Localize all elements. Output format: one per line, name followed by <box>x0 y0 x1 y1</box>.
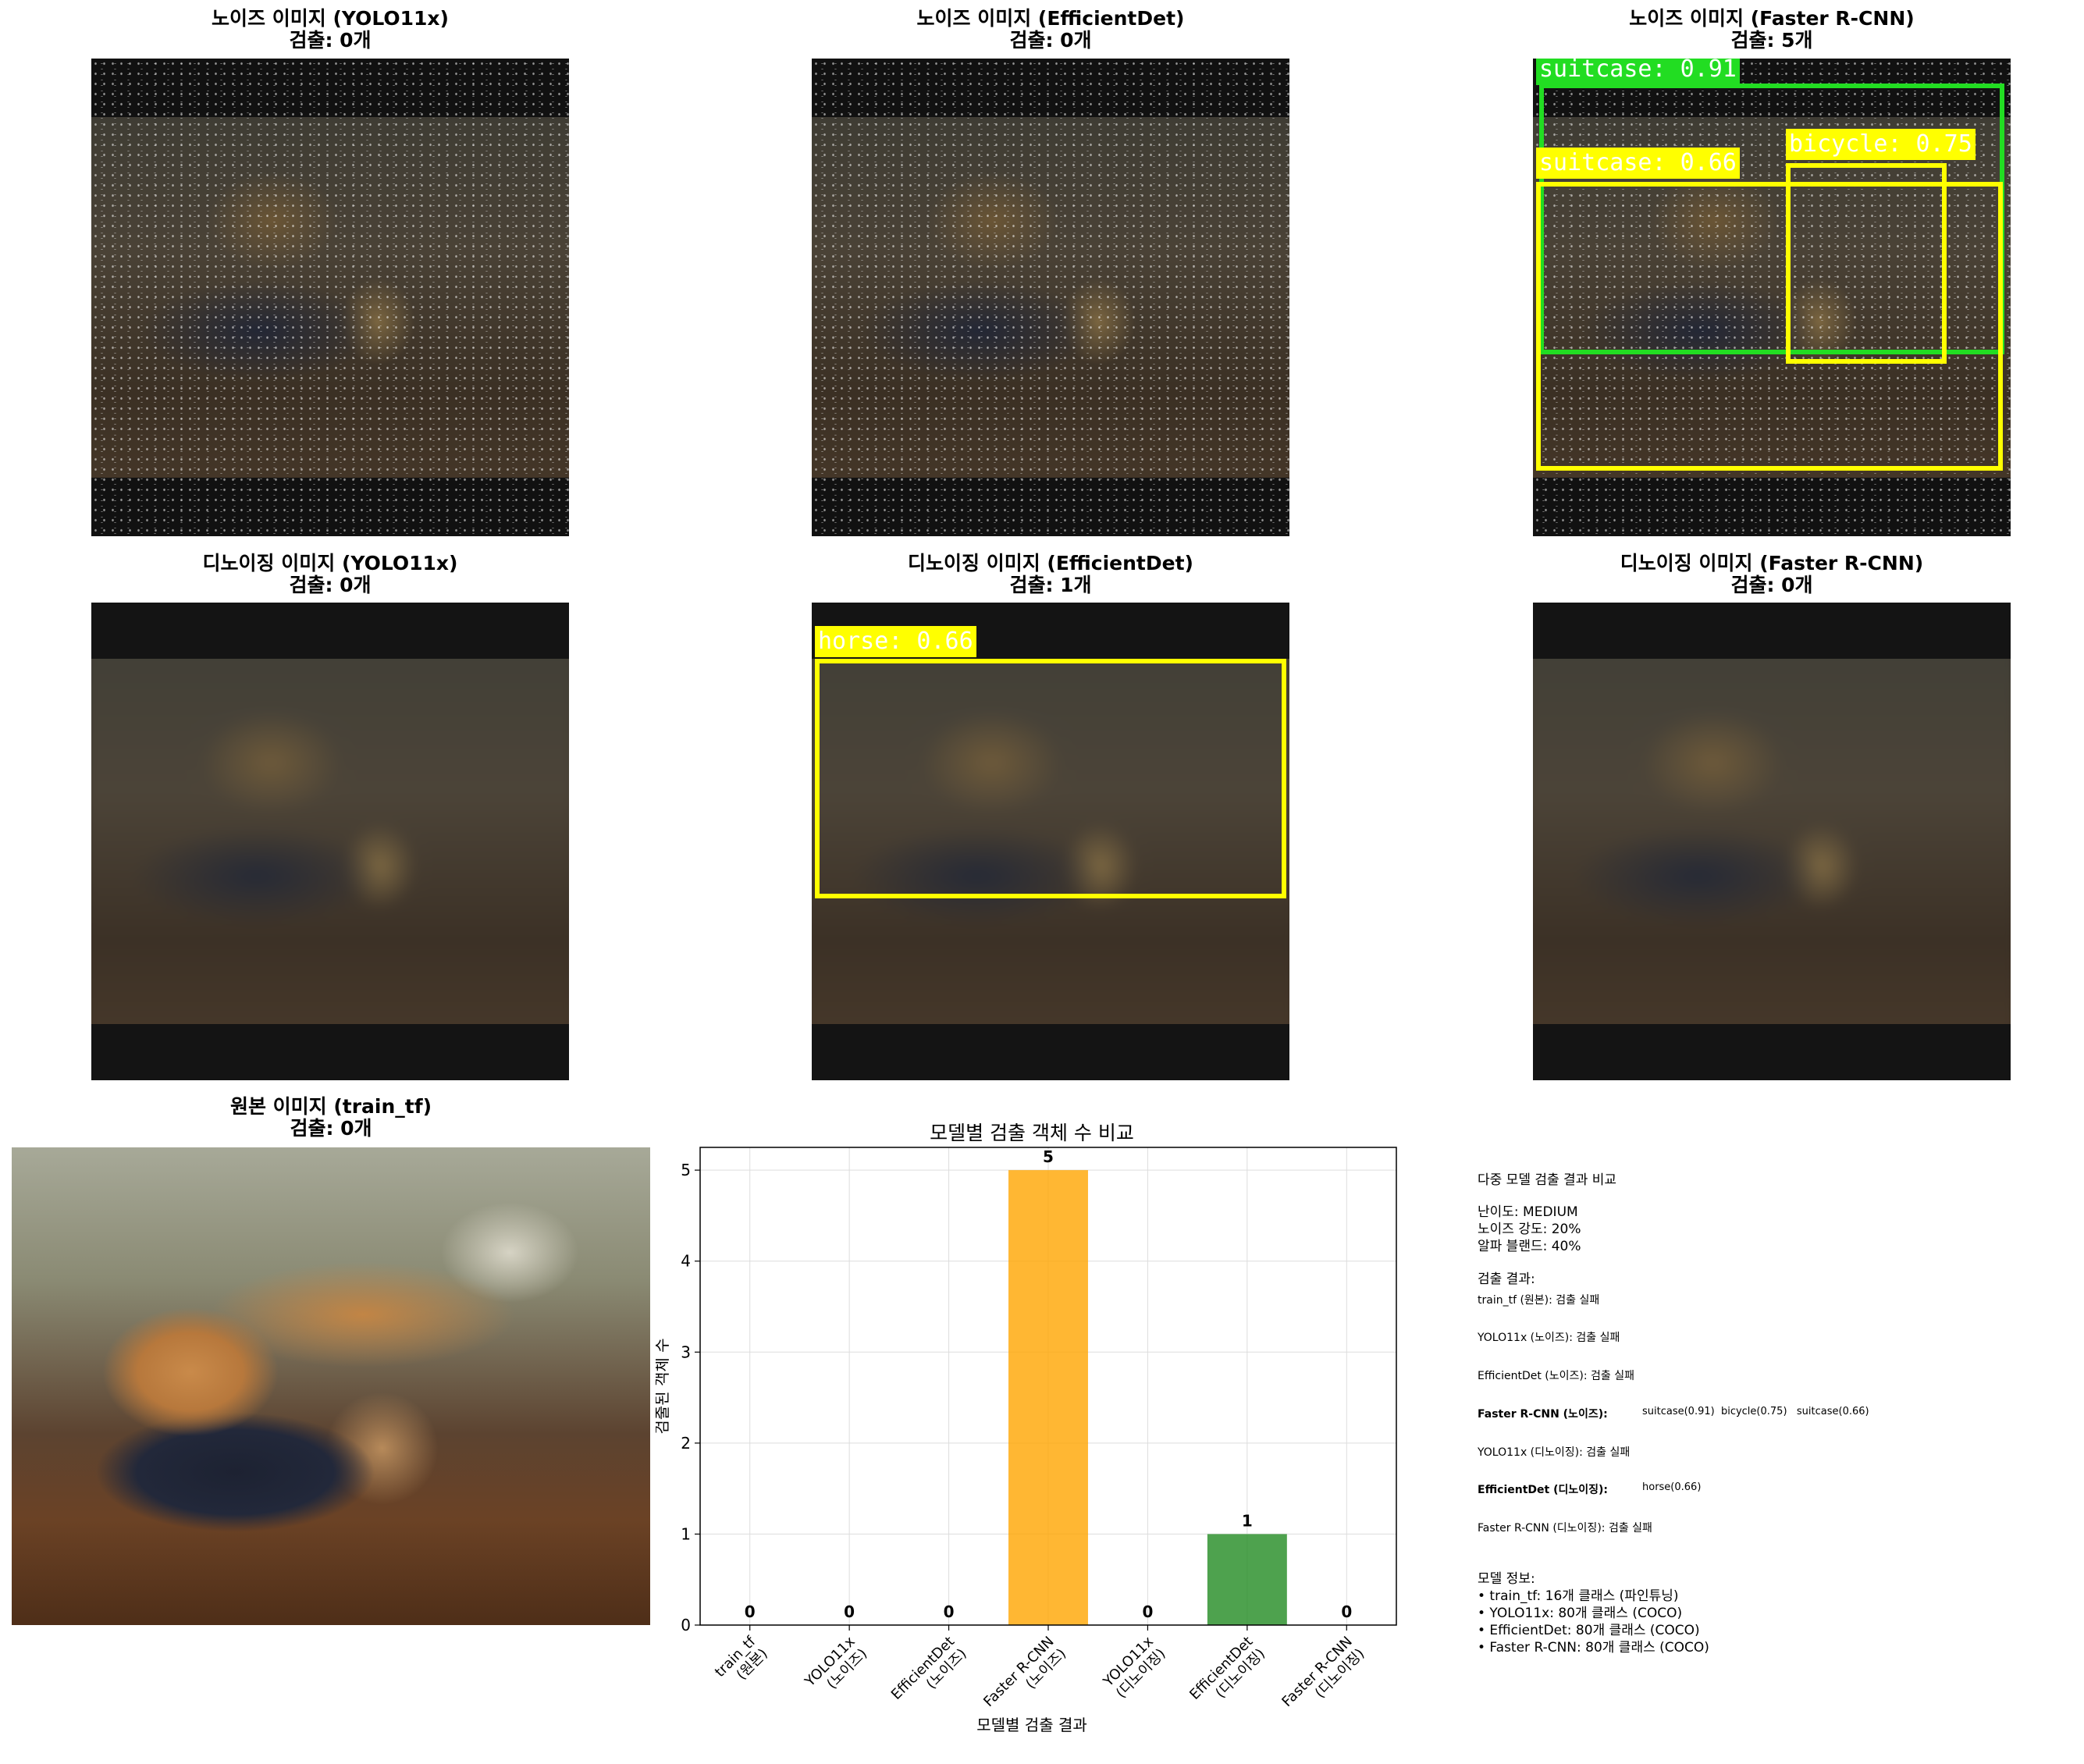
detection-box-bicycle-075 <box>1786 163 1947 364</box>
detection-label-suitcase-066: suitcase: 0.66 <box>1536 148 1740 179</box>
bar-value-label-3: 5 <box>1043 1147 1054 1166</box>
bar-3 <box>1008 1170 1088 1625</box>
info-result-6-label: EfficientDet (디노이징): <box>1478 1484 1609 1496</box>
original-image <box>12 1147 650 1625</box>
bar-chart: 0 1 2 3 4 5 0 0 0 5 0 1 0 train_tf(원본) YOLO11x(노이즈) Eff… <box>656 1147 1397 1710</box>
info-result-1: train_tf (원본): 검출 실패 <box>1478 1294 1600 1307</box>
x-tick-label-1: YOLO11x(노이즈) <box>802 1633 871 1692</box>
detection-box-suitcase-066 <box>1536 182 2003 471</box>
chart-title: 모델별 검출 객체 수 비교 <box>930 1122 1134 1144</box>
bar-value-label-5: 1 <box>1242 1511 1253 1530</box>
bar-value-label-0: 0 <box>745 1602 756 1621</box>
panel-title-noise-effdet: 노이즈 이미지 (EfficientDet) 검출: 0개 <box>916 7 1185 52</box>
y-tick-label-4: 4 <box>681 1252 691 1271</box>
bar-5 <box>1207 1534 1287 1625</box>
cat-scene-blurred <box>91 603 569 1080</box>
cat-scene-blurred <box>812 603 1289 1080</box>
y-tick-label-3: 3 <box>681 1343 691 1361</box>
info-model-heading: 모델 정보: <box>1478 1571 1535 1587</box>
bar-value-label-2: 0 <box>944 1602 955 1621</box>
info-model-2: • YOLO11x: 80개 클래스 (COCO) <box>1478 1606 1683 1621</box>
x-tick-label-4: YOLO11x(디노이징) <box>1100 1633 1169 1701</box>
panel-title-original: 원본 이미지 (train_tf) 검출: 0개 <box>229 1095 432 1140</box>
bar-value-label-4: 0 <box>1142 1602 1153 1621</box>
chart-xlabel: 모델별 검출 결과 <box>976 1716 1087 1734</box>
detection-label-horse-066: horse: 0.66 <box>815 626 976 657</box>
x-tick-label-0: train_tf(원본) <box>712 1633 771 1683</box>
denoised-image-effdet: horse: 0.66 <box>812 603 1289 1080</box>
y-tick-label-2: 2 <box>681 1434 691 1453</box>
x-tick-label-5: EfficientDet(디노이징) <box>1186 1634 1268 1703</box>
cat-scene-blurred <box>1533 603 2011 1080</box>
info-alpha: 알파 블랜드: 40% <box>1478 1239 1581 1254</box>
info-model-3: • EfficientDet: 80개 클래스 (COCO) <box>1478 1623 1700 1638</box>
chart-ylabel: 검출된 객체 수 <box>656 1338 671 1434</box>
noisy-image-yolo <box>91 59 569 536</box>
panel-title-den-frcnn: 디노이징 이미지 (Faster R-CNN) 검출: 0개 <box>1620 552 1924 596</box>
denoised-image-frcnn <box>1533 603 2011 1080</box>
detection-box-horse-066 <box>815 659 1286 898</box>
info-difficulty: 난이도: MEDIUM <box>1478 1204 1578 1220</box>
y-tick-label-1: 1 <box>681 1524 691 1543</box>
info-result-2: YOLO11x (노이즈): 검출 실패 <box>1478 1332 1620 1344</box>
panel-title-noise-frcnn: 노이즈 이미지 (Faster R-CNN) 검출: 5개 <box>1629 7 1915 52</box>
info-heading: 다중 모델 검출 결과 비교 <box>1478 1172 1617 1188</box>
info-model-4: • Faster R-CNN: 80개 클래스 (COCO) <box>1478 1640 1709 1656</box>
x-tick-label-6: Faster R-CNN(디노이징) <box>1278 1634 1367 1710</box>
x-tick-label-3: Faster R-CNN(노이즈) <box>980 1634 1069 1710</box>
panel-title-noise-yolo: 노이즈 이미지 (YOLO11x) 검출: 0개 <box>212 7 449 52</box>
detection-label-bicycle-075: bicycle: 0.75 <box>1786 129 1976 160</box>
y-tick-label-5: 5 <box>681 1161 691 1179</box>
info-result-7: Faster R-CNN (디노이징): 검출 실패 <box>1478 1522 1652 1535</box>
bar-value-label-1: 0 <box>844 1602 855 1621</box>
panel-title-den-effdet: 디노이징 이미지 (EfficientDet) 검출: 1개 <box>908 552 1193 596</box>
info-result-3: EfficientDet (노이즈): 검출 실패 <box>1478 1370 1634 1382</box>
y-tick-label-0: 0 <box>681 1616 691 1634</box>
info-results-heading: 검출 결과: <box>1478 1271 1535 1287</box>
info-result-6-value: horse(0.66) <box>1642 1481 1702 1493</box>
info-result-4-value: suitcase(0.91) bicycle(0.75) suitcase(0.… <box>1642 1406 1869 1417</box>
info-result-5: YOLO11x (디노이징): 검출 실패 <box>1478 1446 1631 1459</box>
panel-title-den-yolo: 디노이징 이미지 (YOLO11x) 검출: 0개 <box>202 552 458 596</box>
info-model-1: • train_tf: 16개 클래스 (파인튜닝) <box>1478 1588 1679 1604</box>
bar-value-label-6: 0 <box>1341 1602 1352 1621</box>
info-noise: 노이즈 강도: 20% <box>1478 1222 1581 1237</box>
info-result-4-label: Faster R-CNN (노이즈): <box>1478 1408 1608 1421</box>
detection-label-suitcase-091: suitcase: 0.91 <box>1536 59 1740 85</box>
denoised-image-yolo <box>91 603 569 1080</box>
noisy-image-effdet <box>812 59 1289 536</box>
x-tick-label-2: EfficientDet(노이즈) <box>888 1634 970 1703</box>
noisy-image-frcnn: suitcase: 0.91 bicycle: 0.75 suitcase: 0… <box>1533 59 2011 536</box>
